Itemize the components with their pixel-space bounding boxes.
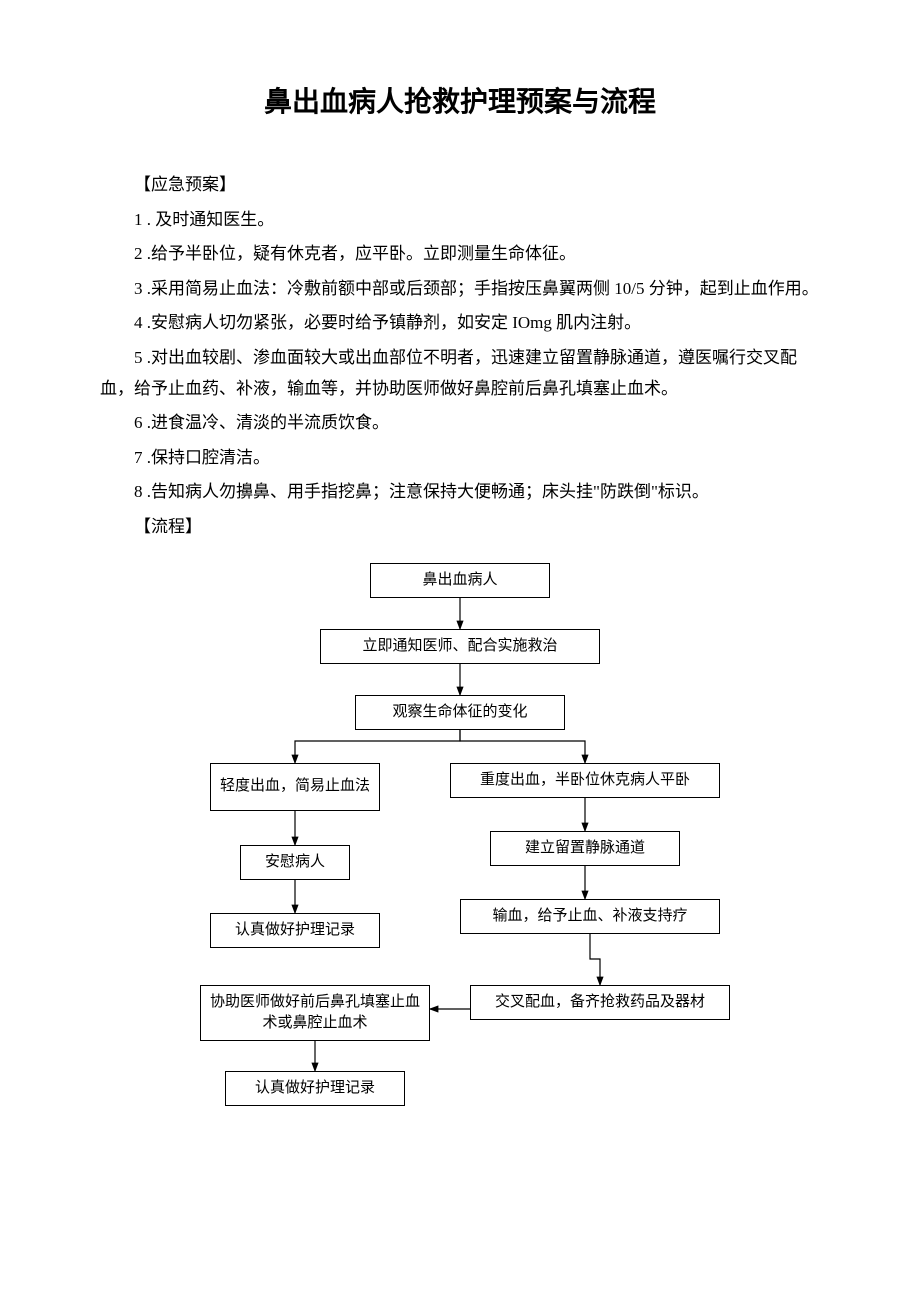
plan-item: 1 . 及时通知医生。 [100, 205, 820, 236]
section-flowchart-header: 【流程】 [100, 512, 820, 543]
flowchart-node: 鼻出血病人 [370, 563, 550, 598]
flowchart-node: 协助医师做好前后鼻孔填塞止血术或鼻腔止血术 [200, 985, 430, 1041]
plan-item: 2 .给予半卧位，疑有休克者，应平卧。立即测量生命体征。 [100, 239, 820, 270]
section-emergency-plan-header: 【应急预案】 [100, 170, 820, 201]
plan-item: 5 .对出血较剧、渗血面较大或出血部位不明者，迅速建立留置静脉通道，遵医嘱行交叉… [100, 343, 820, 404]
flowchart-container: 鼻出血病人立即通知医师、配合实施救治观察生命体征的变化轻度出血，简易止血法 重度出… [100, 563, 820, 1173]
plan-item: 4 .安慰病人切勿紧张，必要时给予镇静剂，如安定 IOmg 肌内注射。 [100, 308, 820, 339]
flowchart-node: 重度出血，半卧位休克病人平卧 [450, 763, 720, 798]
plan-item: 7 .保持口腔清洁。 [100, 443, 820, 474]
flowchart: 鼻出血病人立即通知医师、配合实施救治观察生命体征的变化轻度出血，简易止血法 重度出… [180, 563, 740, 1173]
flowchart-node: 认真做好护理记录 [210, 913, 380, 948]
plan-item: 8 .告知病人勿擤鼻、用手指挖鼻；注意保持大便畅通；床头挂"防跌倒"标识。 [100, 477, 820, 508]
plan-item: 6 .进食温冷、清淡的半流质饮食。 [100, 408, 820, 439]
flowchart-node: 认真做好护理记录 [225, 1071, 405, 1106]
document-title: 鼻出血病人抢救护理预案与流程 [100, 80, 820, 120]
flowchart-node: 立即通知医师、配合实施救治 [320, 629, 600, 664]
flowchart-node: 安慰病人 [240, 845, 350, 880]
plan-item: 3 .采用简易止血法：冷敷前额中部或后颈部；手指按压鼻翼两侧 10/5 分钟，起… [100, 274, 820, 305]
flowchart-node: 建立留置静脉通道 [490, 831, 680, 866]
flowchart-node: 观察生命体征的变化 [355, 695, 565, 730]
flowchart-node: 轻度出血，简易止血法 [210, 763, 380, 811]
flowchart-node: 输血，给予止血、补液支持疗 [460, 899, 720, 934]
flowchart-node: 交叉配血，备齐抢救药品及器材 [470, 985, 730, 1020]
